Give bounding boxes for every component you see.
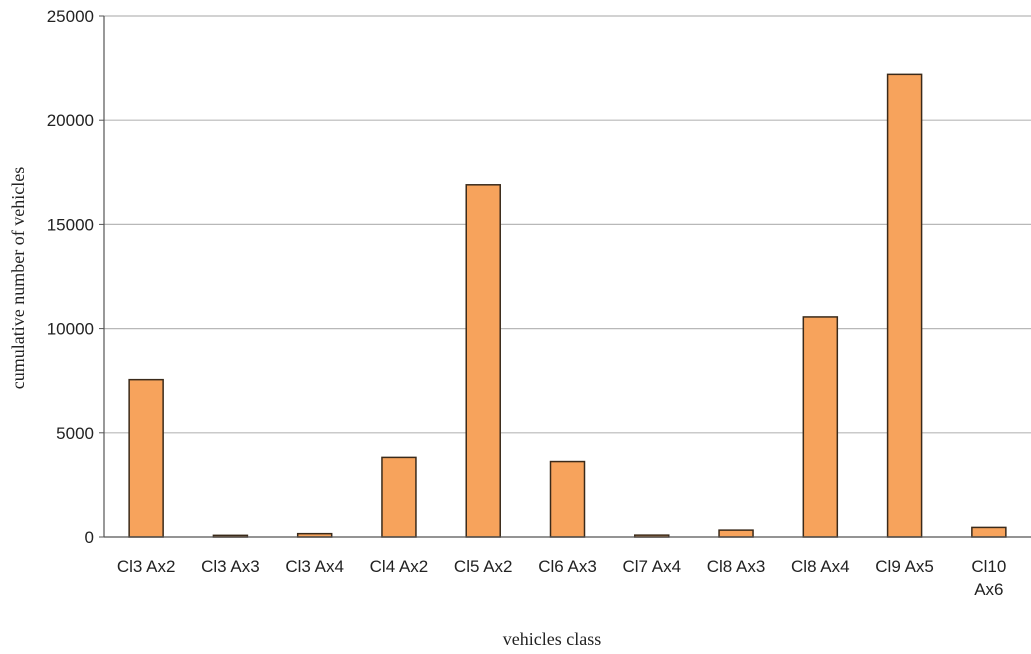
x-axis-title: vehicles class — [503, 629, 601, 649]
bar — [886, 73, 923, 538]
bar — [802, 316, 839, 538]
y-axis-title: cumulative number of vehicles — [8, 167, 28, 389]
x-tick-label: Cl5 Ax2 — [454, 557, 513, 576]
x-tick-label: Cl3 Ax3 — [201, 557, 260, 576]
bars — [128, 73, 1007, 538]
x-tick-label: Cl4 Ax2 — [370, 557, 429, 576]
x-tick-label: Cl7 Ax4 — [622, 557, 681, 576]
y-axis-ticks: 0 5000 10000 15000 20000 25000 — [47, 7, 104, 547]
gridlines — [104, 15, 1031, 434]
y-tick-label: 15000 — [47, 215, 94, 234]
x-tick-label: Cl10 Ax6 — [971, 557, 1006, 599]
y-tick-label: 10000 — [47, 320, 94, 339]
bar — [381, 456, 417, 538]
x-tick-label: Cl6 Ax3 — [538, 557, 597, 576]
bar — [465, 184, 501, 538]
y-tick-label: 20000 — [47, 111, 94, 130]
x-tick-label: Cl8 Ax3 — [707, 557, 766, 576]
x-tick-label: Cl9 Ax5 — [875, 557, 934, 576]
x-axis-ticks: Cl3 Ax2 Cl3 Ax3 Cl3 Ax4 Cl4 Ax2 Cl5 Ax2 Cl6 A… — [117, 557, 1007, 599]
bar — [718, 529, 754, 538]
x-tick-label: Cl3 Ax2 — [117, 557, 176, 576]
y-tick-label: 5000 — [56, 424, 94, 443]
x-tick-label: Cl3 Ax4 — [285, 557, 344, 576]
x-tick-label: Cl8 Ax4 — [791, 557, 850, 576]
bar — [971, 526, 1007, 538]
y-tick-label: 25000 — [47, 7, 94, 26]
bar — [128, 378, 164, 538]
y-tick-label: 0 — [85, 528, 94, 547]
bar — [549, 460, 586, 538]
